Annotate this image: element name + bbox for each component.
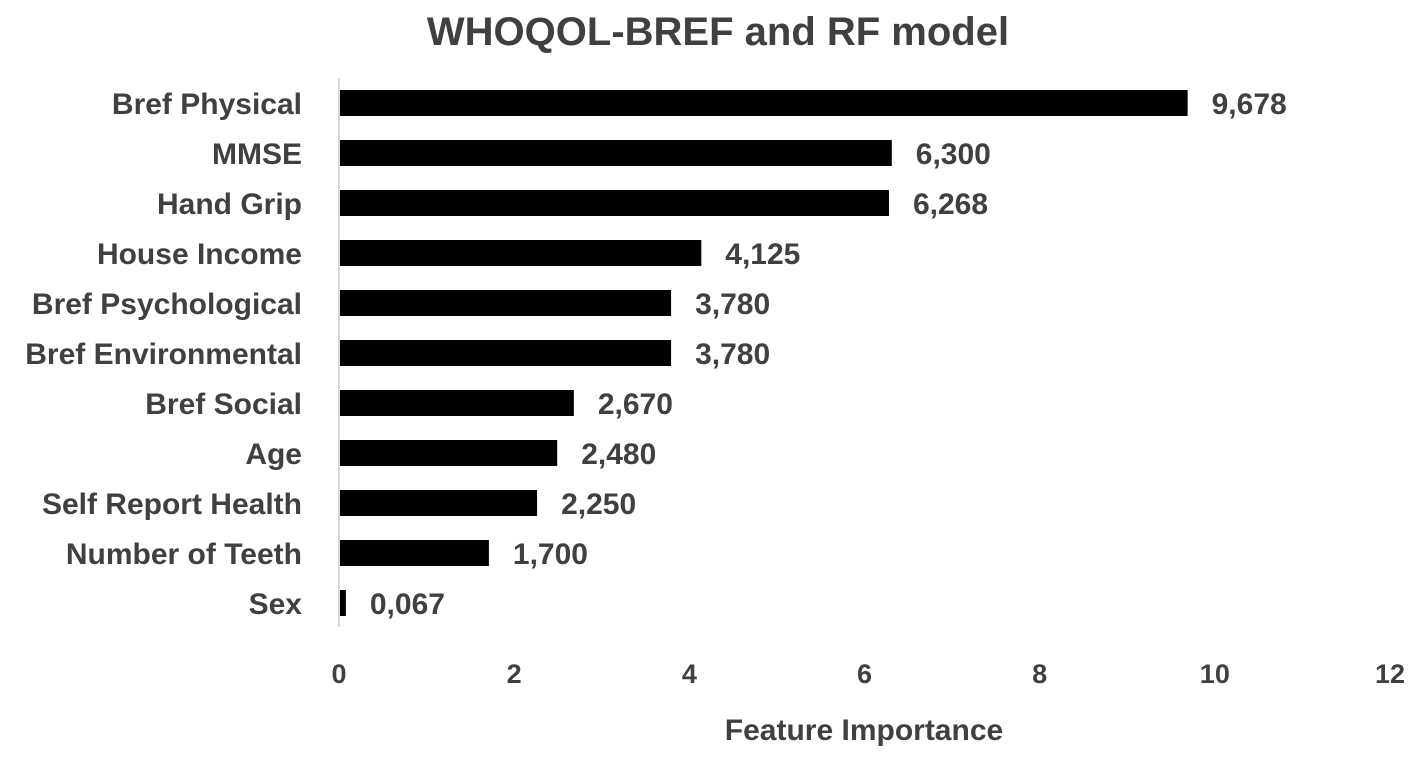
x-tick-label-4: 4	[682, 659, 697, 689]
data-label-bref-psychological: 3,780	[695, 288, 770, 321]
bar-bref-environmental	[340, 340, 672, 366]
data-label-bref-social: 2,670	[598, 388, 673, 421]
data-label-self-report-health: 2,250	[561, 488, 636, 521]
x-tick-label-8: 8	[1032, 659, 1047, 689]
category-label-bref-environmental: Bref Environmental	[25, 338, 302, 371]
category-labels: Bref Physical MMSE Hand Grip House Income Br…	[25, 88, 302, 621]
data-label-sex: 0,067	[370, 588, 445, 621]
category-label-bref-social: Bref Social	[145, 388, 302, 421]
data-label-bref-environmental: 3,780	[695, 338, 770, 371]
category-label-number-of-teeth: Number of Teeth	[66, 538, 302, 571]
bar-number-of-teeth	[340, 540, 489, 566]
bar-mmse	[340, 140, 892, 166]
category-label-sex: Sex	[249, 588, 303, 621]
bars-group	[340, 90, 1188, 616]
category-label-mmse: MMSE	[212, 138, 302, 171]
bar-bref-physical	[340, 90, 1188, 116]
data-label-mmse: 6,300	[916, 138, 991, 171]
bar-sex	[340, 590, 346, 616]
x-tick-label-12: 12	[1375, 659, 1405, 689]
data-label-hand-grip: 6,268	[913, 188, 988, 221]
bar-house-income	[340, 240, 702, 266]
category-label-self-report-health: Self Report Health	[42, 488, 302, 521]
x-tick-label-6: 6	[857, 659, 872, 689]
data-label-age: 2,480	[581, 438, 656, 471]
category-label-age: Age	[245, 438, 302, 471]
category-label-hand-grip: Hand Grip	[157, 188, 302, 221]
category-label-house-income: House Income	[97, 238, 302, 271]
bar-hand-grip	[340, 190, 889, 216]
category-label-bref-psychological: Bref Psychological	[32, 288, 302, 321]
x-tick-label-10: 10	[1200, 659, 1230, 689]
data-labels: 9,678 6,300 6,268 4,125 3,780 3,780 2,670 2,480…	[370, 88, 1287, 621]
data-label-house-income: 4,125	[725, 238, 800, 271]
data-label-number-of-teeth: 1,700	[513, 538, 588, 571]
chart-title: WHOQOL-BREF and RF model	[427, 10, 1009, 54]
bar-age	[340, 440, 558, 466]
x-axis-title: Feature Importance	[725, 714, 1003, 747]
bar-bref-psychological	[340, 290, 672, 316]
x-tick-labels: 0 2 4 6 8 10 12	[331, 659, 1405, 689]
category-label-bref-physical: Bref Physical	[112, 88, 302, 121]
x-tick-label-2: 2	[507, 659, 522, 689]
bar-bref-social	[340, 390, 574, 416]
x-tick-label-0: 0	[331, 659, 346, 689]
bar-self-report-health	[340, 490, 538, 516]
data-label-bref-physical: 9,678	[1212, 88, 1287, 121]
